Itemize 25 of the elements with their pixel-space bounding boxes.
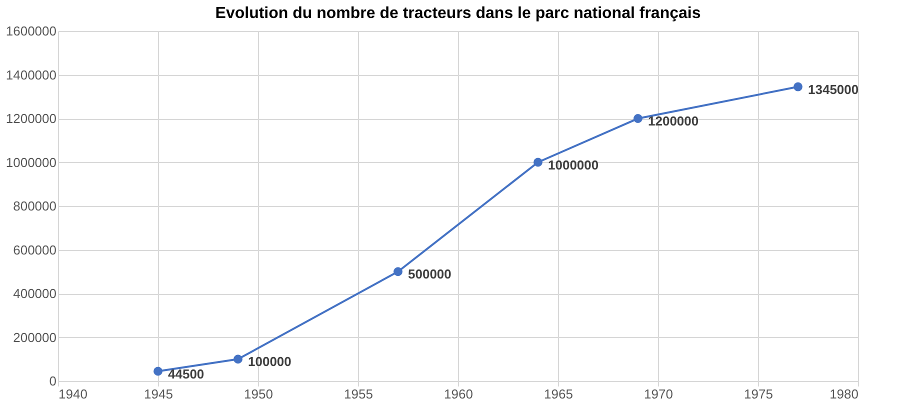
x-tick-label: 1970 xyxy=(644,386,673,402)
y-tick-label: 800000 xyxy=(13,198,56,214)
y-tick-label: 600000 xyxy=(13,242,56,258)
x-tick-label: 1965 xyxy=(544,386,573,402)
y-tick-label: 200000 xyxy=(13,330,56,345)
chart-title: Evolution du nombre de tracteurs dans le parc national français xyxy=(215,5,701,22)
y-tick-label: 0 xyxy=(49,374,56,388)
data-label: 1200000 xyxy=(648,114,699,128)
data-label: 44500 xyxy=(168,366,204,382)
x-tick-label: 1955 xyxy=(344,386,373,402)
x-tick-label: 1950 xyxy=(244,386,273,402)
y-tick-label: 1200000 xyxy=(6,111,56,126)
data-label: 1345000 xyxy=(808,82,859,97)
y-tick-label: 400000 xyxy=(13,286,56,301)
data-label: 1000000 xyxy=(548,157,599,172)
data-label: 100000 xyxy=(248,354,292,370)
x-tick-label: 1940 xyxy=(58,386,88,402)
data-label: 500000 xyxy=(408,266,452,282)
y-tick-label: 1000000 xyxy=(6,154,56,170)
x-tick-label: 1975 xyxy=(744,386,773,402)
x-tick-label: 1980 xyxy=(830,386,858,402)
x-tick-label: 1945 xyxy=(144,386,173,402)
x-tick-label: 1960 xyxy=(444,386,473,402)
y-tick-label: 1600000 xyxy=(6,24,56,38)
y-tick-label: 1400000 xyxy=(6,67,56,82)
